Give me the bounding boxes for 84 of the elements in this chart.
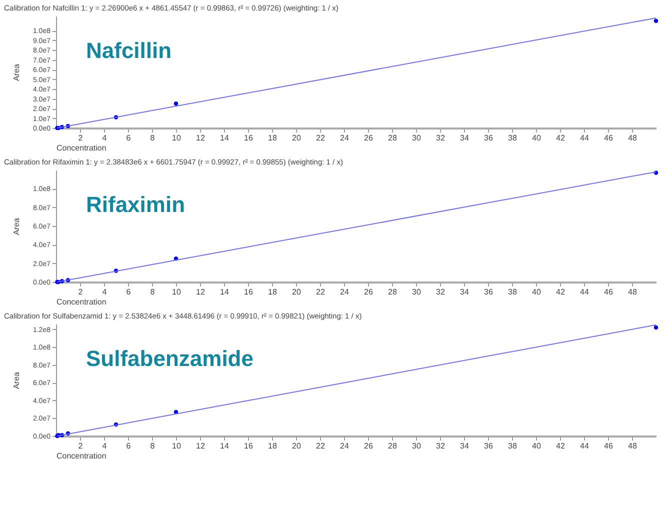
x-tick-label: 22 xyxy=(316,134,326,142)
x-tick-label: 38 xyxy=(508,134,518,142)
x-tick-label: 48 xyxy=(628,442,638,450)
x-tick-label: 30 xyxy=(412,288,422,296)
point xyxy=(654,18,658,23)
x-tick-label: 4 xyxy=(102,442,108,450)
y-axis-title: Area xyxy=(12,372,21,389)
x-tick-label: 26 xyxy=(364,442,374,450)
x-tick-label: 46 xyxy=(604,288,614,296)
x-tick-label: 28 xyxy=(388,442,398,450)
x-tick-label: 2 xyxy=(78,442,84,450)
x-tick-label: 10 xyxy=(172,442,182,450)
x-tick-label: 40 xyxy=(532,288,542,296)
x-tick-label: 30 xyxy=(412,134,422,142)
x-tick-label: 26 xyxy=(364,288,374,296)
y-axis-title: Area xyxy=(12,64,21,81)
x-tick-label: 30 xyxy=(412,442,422,450)
x-tick-label: 8 xyxy=(150,134,156,142)
x-tick-label: 34 xyxy=(460,288,470,296)
x-tick-label: 40 xyxy=(532,134,542,142)
x-tick-label: 20 xyxy=(292,134,302,142)
x-tick-label: 26 xyxy=(364,134,374,142)
x-tick-label: 42 xyxy=(556,288,566,296)
y-axis-title: Area xyxy=(12,218,21,235)
x-tick-label: 32 xyxy=(436,442,446,450)
x-axis-title: Concentration xyxy=(56,298,106,306)
x-tick-label: 18 xyxy=(268,134,278,142)
x-tick-label: 24 xyxy=(340,288,350,296)
annotation: Sulfabenzamide xyxy=(86,346,254,371)
x-tick-label: 6 xyxy=(126,134,132,142)
x-tick-label: 16 xyxy=(244,442,254,450)
x-tick-label: 36 xyxy=(484,288,494,296)
x-tick-label: 2 xyxy=(78,288,84,296)
x-axis-title: Concentration xyxy=(56,144,106,152)
x-tick-label: 6 xyxy=(126,442,132,450)
x-tick-label: 44 xyxy=(580,442,590,450)
x-tick-label: 10 xyxy=(172,288,182,296)
x-tick-label: 38 xyxy=(508,442,518,450)
x-tick-label: 24 xyxy=(340,134,350,142)
x-tick-label: 28 xyxy=(388,288,398,296)
x-tick-label: 8 xyxy=(150,288,156,296)
x-tick-label: 4 xyxy=(102,288,108,296)
x-tick-label: 12 xyxy=(196,134,206,142)
x-tick-label: 10 xyxy=(172,134,182,142)
x-tick-label: 16 xyxy=(244,134,254,142)
x-tick-label: 42 xyxy=(556,442,566,450)
x-tick-label: 22 xyxy=(316,288,326,296)
annotation: Rifaximin xyxy=(86,192,186,217)
x-tick-label: 24 xyxy=(340,442,350,450)
x-tick-label: 14 xyxy=(220,288,230,296)
x-tick-label: 34 xyxy=(460,442,470,450)
x-tick-label: 12 xyxy=(196,442,206,450)
x-tick-label: 22 xyxy=(316,442,326,450)
x-tick-label: 4 xyxy=(102,134,108,142)
x-tick-label: 12 xyxy=(196,288,206,296)
x-tick-label: 18 xyxy=(268,288,278,296)
x-tick-label: 46 xyxy=(604,442,614,450)
x-tick-label: 14 xyxy=(220,134,230,142)
x-tick-label: 6 xyxy=(126,288,132,296)
x-tick-label: 38 xyxy=(508,288,518,296)
x-tick-label: 36 xyxy=(484,134,494,142)
x-tick-label: 20 xyxy=(292,442,302,450)
x-tick-label: 16 xyxy=(244,288,254,296)
x-tick-label: 2 xyxy=(78,134,84,142)
annotation: Nafcillin xyxy=(86,38,172,63)
x-tick-label: 46 xyxy=(604,134,614,142)
x-tick-label: 48 xyxy=(628,288,638,296)
x-tick-label: 18 xyxy=(268,442,278,450)
x-tick-label: 42 xyxy=(556,134,566,142)
x-tick-label: 20 xyxy=(292,288,302,296)
x-tick-label: 44 xyxy=(580,288,590,296)
x-tick-label: 32 xyxy=(436,288,446,296)
x-tick-label: 44 xyxy=(580,134,590,142)
x-tick-label: 28 xyxy=(388,134,398,142)
point xyxy=(654,325,658,330)
x-tick-label: 40 xyxy=(532,442,542,450)
point xyxy=(174,102,178,106)
x-axis-title: Concentration xyxy=(56,452,106,460)
x-tick-label: 14 xyxy=(220,442,230,450)
x-tick-label: 36 xyxy=(484,442,494,450)
x-tick-label: 34 xyxy=(460,134,470,142)
x-tick-label: 32 xyxy=(436,134,446,142)
x-tick-label: 48 xyxy=(628,134,638,142)
x-tick-label: 8 xyxy=(150,442,156,450)
